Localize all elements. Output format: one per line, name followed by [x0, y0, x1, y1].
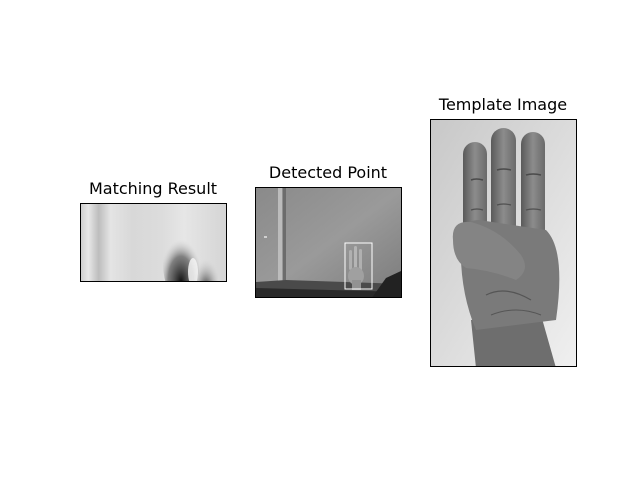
matching-result-title: Matching Result [88, 179, 218, 198]
template-image-title: Template Image [438, 95, 568, 114]
matching-result-image [80, 203, 227, 282]
template-image [430, 119, 577, 367]
detected-point-image [255, 187, 402, 298]
detected-point-title: Detected Point [268, 163, 388, 182]
